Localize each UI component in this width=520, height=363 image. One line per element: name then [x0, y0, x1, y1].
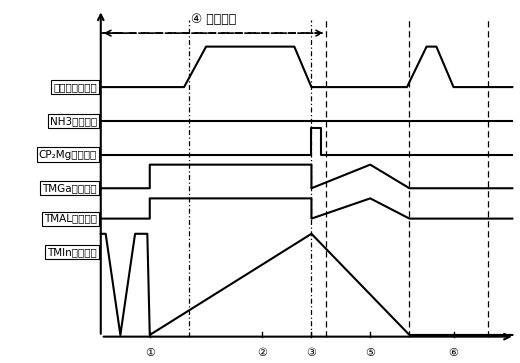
Text: TMIn流量趋势: TMIn流量趋势: [47, 247, 97, 257]
Text: 反应室温度趋势: 反应室温度趋势: [53, 82, 97, 92]
Text: ①: ①: [145, 348, 155, 358]
Text: ⑤: ⑤: [365, 348, 375, 358]
Text: ②: ②: [257, 348, 267, 358]
Text: NH3流量趋势: NH3流量趋势: [50, 116, 97, 126]
Text: CP₂Mg流量趋势: CP₂Mg流量趋势: [38, 150, 97, 159]
Text: TMGa流量趋势: TMGa流量趋势: [42, 183, 97, 193]
Text: ③: ③: [306, 348, 317, 358]
Text: ⑥: ⑥: [449, 348, 459, 358]
Text: TMAL流量趋势: TMAL流量趋势: [44, 213, 97, 224]
Text: ④ 周期循环: ④ 周期循环: [191, 13, 236, 26]
